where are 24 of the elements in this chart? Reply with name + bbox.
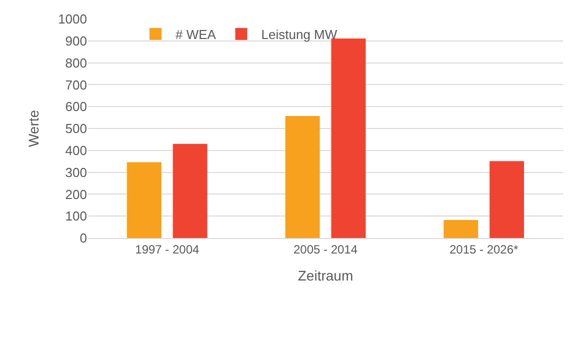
y-tick-label: 0	[80, 230, 87, 246]
x-tick-label: 1997 - 2004	[135, 242, 200, 256]
y-tick-label: 400	[65, 142, 87, 158]
y-tick-label: 200	[65, 186, 87, 202]
y-tick-label: 700	[65, 77, 87, 92]
y-axis-title: Werte	[26, 110, 42, 148]
bar	[444, 220, 478, 238]
x-tick-label: 2015 - 2026*	[449, 242, 519, 256]
x-tick-label: 2005 - 2014	[293, 242, 358, 256]
x-axis-title: Zeitraum	[298, 268, 354, 284]
y-tick-label: 600	[65, 99, 87, 114]
legend-label: # WEA	[176, 27, 216, 42]
bar	[126, 162, 162, 238]
bar	[331, 38, 366, 238]
bar	[172, 144, 208, 238]
bar	[285, 116, 320, 238]
bar	[490, 161, 524, 238]
y-tick-label: 1000	[58, 12, 87, 27]
y-tick-label: 500	[65, 121, 87, 136]
y-tick-label: 900	[65, 33, 87, 48]
legend-label: Leistung MW	[261, 27, 338, 42]
y-tick-label: 100	[65, 208, 87, 224]
y-tick-label: 300	[65, 164, 87, 180]
y-tick-label: 800	[65, 55, 87, 70]
